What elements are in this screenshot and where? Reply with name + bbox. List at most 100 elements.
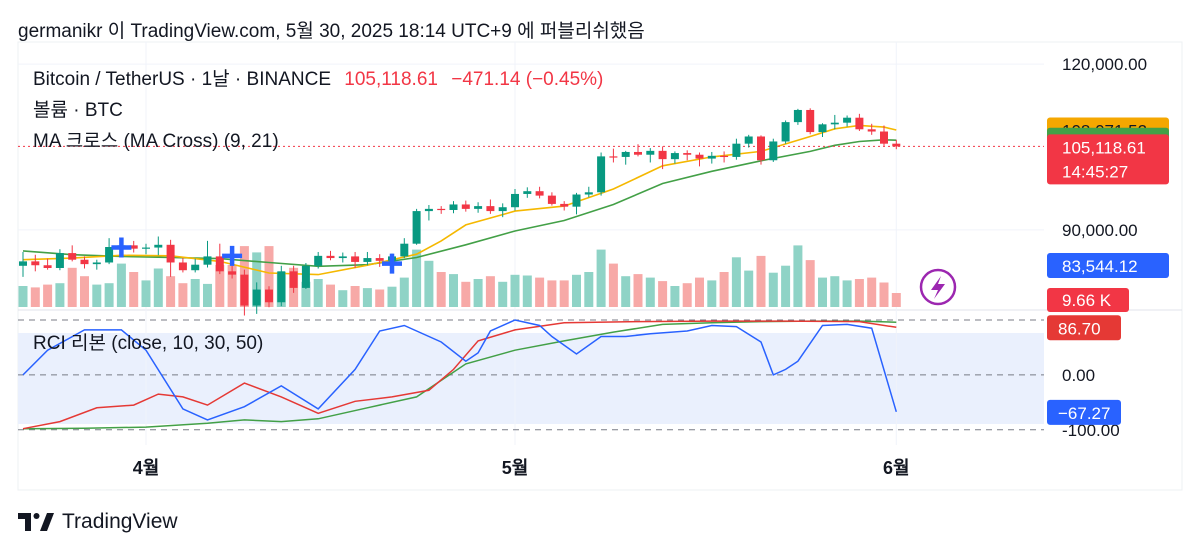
candle-body <box>277 271 286 303</box>
volume-bar <box>375 289 385 307</box>
volume-bar <box>362 288 372 307</box>
ma-cross-marker <box>111 237 132 258</box>
volume-bar <box>633 274 643 307</box>
candle-body <box>314 255 323 266</box>
candle-body <box>19 261 27 266</box>
rci-badge-label: 86.70 <box>1058 319 1101 338</box>
chart-frame <box>17 41 1183 491</box>
rci-badge <box>1047 315 1121 341</box>
volume-bar <box>719 272 729 307</box>
candle-body <box>43 265 52 269</box>
candle-body <box>68 253 77 260</box>
volume-bar <box>141 280 151 307</box>
volume-bar <box>30 287 40 307</box>
candle-body <box>338 256 347 259</box>
volume-bar <box>891 293 901 307</box>
candle-body <box>437 208 446 211</box>
volume-bar <box>461 281 471 307</box>
price-chart[interactable]: 120,000.0090,000.000.00-100.00108,071.52… <box>0 0 1200 500</box>
candle-body <box>215 256 224 272</box>
volume-bar <box>399 277 409 307</box>
volume-bar <box>43 284 53 307</box>
price-badge-label: 83,544.12 <box>1062 257 1138 276</box>
volume-legend: 볼륨 · BTC <box>33 100 123 121</box>
candle-body <box>375 258 384 261</box>
candle-body <box>757 136 765 161</box>
candle-body <box>634 151 642 155</box>
price-badge-label: 105,118.61 <box>1062 138 1146 157</box>
volume-bar <box>818 277 827 307</box>
volume-bar <box>301 281 311 307</box>
footer-brand: TradingView <box>62 510 178 533</box>
volume-bar <box>203 283 212 307</box>
volume-bar <box>190 279 200 307</box>
ma-legend: MA 크로스 (MA Cross) (9, 21) <box>33 131 279 152</box>
volume-bar <box>756 255 766 307</box>
candle-body <box>265 289 273 303</box>
rci-tick-label: 0.00 <box>1062 366 1095 385</box>
candle-body <box>129 245 138 249</box>
candle-body <box>31 261 40 266</box>
candle-body <box>793 109 802 123</box>
volume-bar <box>670 286 680 307</box>
volume-bar <box>436 272 446 307</box>
candle-body <box>867 129 876 132</box>
candle-body <box>326 255 335 259</box>
candle-body <box>461 204 470 209</box>
volume-bar <box>449 274 458 307</box>
candle-body <box>781 122 790 142</box>
x-tick-label: 5월 <box>502 458 529 478</box>
candle-body <box>670 153 679 160</box>
candle-body <box>424 208 433 212</box>
volume-bar <box>473 279 483 307</box>
volume-bar <box>424 260 434 307</box>
candle-body <box>400 243 409 257</box>
candle-body <box>301 265 310 288</box>
candle-body <box>646 150 655 155</box>
candle-body <box>178 262 187 271</box>
candle-body <box>720 155 729 158</box>
price-tick-label: 120,000.00 <box>1062 55 1147 74</box>
candle-body <box>683 153 692 155</box>
candle-body <box>191 264 200 271</box>
volume-bar <box>313 279 323 307</box>
candle-body <box>732 143 741 157</box>
alert-icon[interactable] <box>919 268 957 306</box>
ma-cross-marker <box>382 253 402 274</box>
volume-bar <box>793 245 803 307</box>
volume-bar <box>682 283 692 307</box>
candle-body <box>769 141 778 161</box>
price-badge <box>1047 134 1169 185</box>
candle-body <box>203 256 212 265</box>
candle-body <box>474 206 483 209</box>
volume-bar <box>621 276 631 307</box>
volume-bar <box>559 280 569 307</box>
last-price: 105,118.61 <box>344 69 438 90</box>
volume-bar <box>129 272 139 307</box>
volume-bar <box>67 267 77 307</box>
candle-body <box>744 136 753 144</box>
candle-body <box>843 117 852 123</box>
candle-body <box>621 151 630 157</box>
volume-bar <box>695 277 704 307</box>
rci-tick-label: -100.00 <box>1062 421 1120 440</box>
volume-bar <box>830 276 840 307</box>
volume-bar <box>768 272 778 307</box>
volume-bar <box>485 276 495 307</box>
candle-body <box>80 259 89 265</box>
candle-body <box>597 156 606 193</box>
candle-body <box>240 274 249 306</box>
candle-body <box>892 143 901 147</box>
candle-body <box>105 247 114 263</box>
volume-bar <box>92 284 102 307</box>
symbol-title: Bitcoin / TetherUS · 1날 · BINANCE <box>33 69 331 90</box>
price-tick-label: 90,000.00 <box>1062 221 1138 240</box>
volume-bar <box>264 246 274 307</box>
candle-body <box>154 244 163 248</box>
candle-body <box>830 122 839 125</box>
volume-bar <box>547 280 557 307</box>
volume-bar <box>535 277 545 307</box>
candle-body <box>228 271 237 275</box>
rci-band <box>18 333 1044 424</box>
volume-bar <box>584 272 594 307</box>
